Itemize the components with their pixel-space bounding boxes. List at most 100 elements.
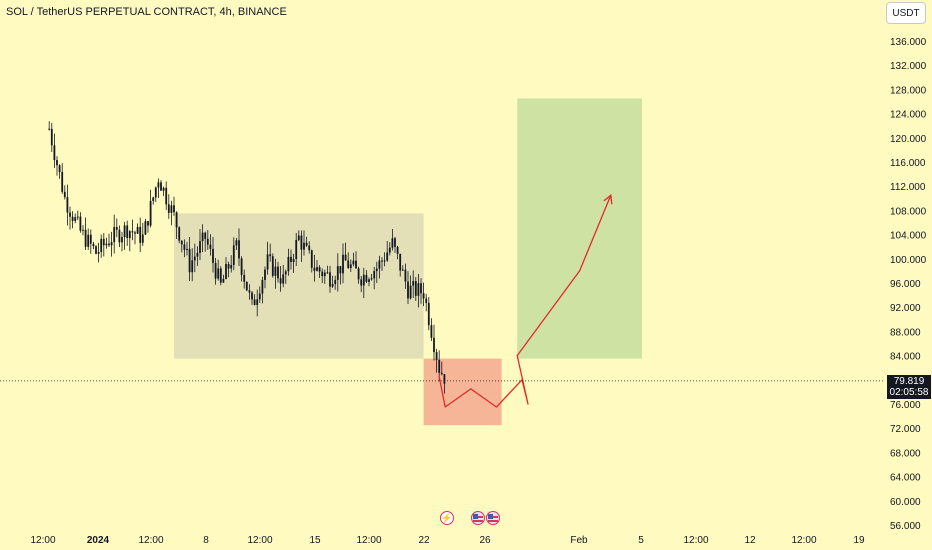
time-tick-label: 5 <box>638 535 644 546</box>
entry-zone[interactable] <box>423 358 502 426</box>
candle-body <box>225 264 227 279</box>
price-tick-label: 96.000 <box>890 279 921 290</box>
candle-body <box>344 254 347 261</box>
candle-body <box>121 237 123 243</box>
candle-body <box>56 160 58 166</box>
candle-body <box>79 216 82 231</box>
candle-body <box>227 264 230 269</box>
candle-body <box>180 240 183 245</box>
price-tick-label: 72.000 <box>890 424 921 435</box>
candle-body <box>331 284 334 287</box>
price-axis: 136.000 132.000 128.000 124.000 120.000 116.0… <box>890 37 927 532</box>
candle-body <box>292 259 295 262</box>
price-tick-label: 64.000 <box>890 473 921 484</box>
drawing-layer <box>174 98 642 426</box>
price-tick-label: 112.000 <box>890 182 926 193</box>
candle-body <box>139 226 142 243</box>
candle-body <box>141 234 144 243</box>
candle-body <box>375 268 378 272</box>
time-tick-label: 12:00 <box>683 535 708 546</box>
target-zone[interactable] <box>517 98 642 359</box>
candle-body <box>297 235 300 240</box>
candle-body <box>61 172 64 192</box>
candle-series <box>48 121 446 394</box>
candle-body <box>256 299 259 305</box>
candle-body <box>349 264 352 269</box>
candle-body <box>193 256 196 261</box>
candle-body <box>310 250 313 268</box>
candle-body <box>258 293 261 300</box>
last-price-value: 79.819 <box>893 376 925 387</box>
candle-body <box>248 290 251 293</box>
candle-body <box>50 128 53 146</box>
candle-body <box>378 260 381 269</box>
candle-body <box>201 232 204 242</box>
candle-body <box>370 278 373 280</box>
candle-body <box>232 245 235 265</box>
candle-body <box>147 221 149 226</box>
candle-body <box>152 197 155 201</box>
candle-body <box>58 165 61 173</box>
candle-body <box>295 239 298 260</box>
price-tick-label: 92.000 <box>890 303 921 314</box>
candle-body <box>123 225 126 238</box>
price-tick-label: 120.000 <box>890 134 927 145</box>
candle-body <box>76 216 79 218</box>
candle-body <box>183 244 186 250</box>
candle-body <box>438 359 441 373</box>
candle-body <box>274 266 277 276</box>
candle-body <box>381 260 383 262</box>
time-tick-label: 12:00 <box>247 535 272 546</box>
time-tick-label: 19 <box>853 535 865 546</box>
currency-button[interactable]: USDT <box>886 2 926 24</box>
candle-body <box>69 212 71 217</box>
candle-body <box>240 258 243 275</box>
price-tick-label: 56.000 <box>890 521 921 532</box>
price-tick-label: 132.000 <box>890 61 927 72</box>
us-flag-icon[interactable] <box>486 511 500 525</box>
candle-body <box>287 256 290 272</box>
candle-body <box>391 238 394 248</box>
candle-body <box>222 278 225 283</box>
candle-body <box>396 246 399 254</box>
candle-body <box>414 281 417 296</box>
symbol-title[interactable]: SOL / TetherUS PERPETUAL CONTRACT, 4h, B… <box>6 6 287 18</box>
candle-body <box>303 242 305 250</box>
time-tick-label: 12:00 <box>30 535 55 546</box>
candle-body <box>113 227 116 243</box>
candle-body <box>84 229 87 247</box>
projection-path <box>438 194 612 408</box>
candle-body <box>347 260 350 269</box>
overlay-layer <box>0 194 884 408</box>
candle-body <box>318 267 321 272</box>
candle-body <box>357 268 360 280</box>
candle-body <box>173 205 175 213</box>
candle-body <box>401 269 404 271</box>
time-axis: 12:00 2024 12:00 8 12:00 15 12:00 22 26 Feb 5 12:00… <box>30 535 865 546</box>
candle-body <box>277 266 279 279</box>
flash-icon[interactable]: ⚡ <box>440 511 454 525</box>
price-tick-label: 68.000 <box>890 448 921 459</box>
candle-body <box>100 238 103 252</box>
candle-body <box>388 247 391 253</box>
candle-body <box>191 260 194 273</box>
candle-body <box>95 246 97 254</box>
time-tick-label: Feb <box>570 535 588 546</box>
candle-body <box>128 231 131 239</box>
candle-body <box>383 260 386 262</box>
candle-body <box>53 145 56 161</box>
candle-body <box>386 252 389 261</box>
candle-body <box>131 231 134 233</box>
projection-arrowhead <box>603 194 613 205</box>
candle-body <box>212 248 214 263</box>
candle-body <box>167 204 170 213</box>
candle-body <box>443 374 446 384</box>
candle-body <box>407 281 409 299</box>
candle-body <box>316 267 318 271</box>
candle-body <box>264 269 266 280</box>
time-tick-label: 2024 <box>87 535 110 546</box>
candle-body <box>243 274 246 282</box>
last-price-label: 79.819 02:05:58 <box>887 375 931 399</box>
us-flag-icon[interactable] <box>471 511 485 525</box>
